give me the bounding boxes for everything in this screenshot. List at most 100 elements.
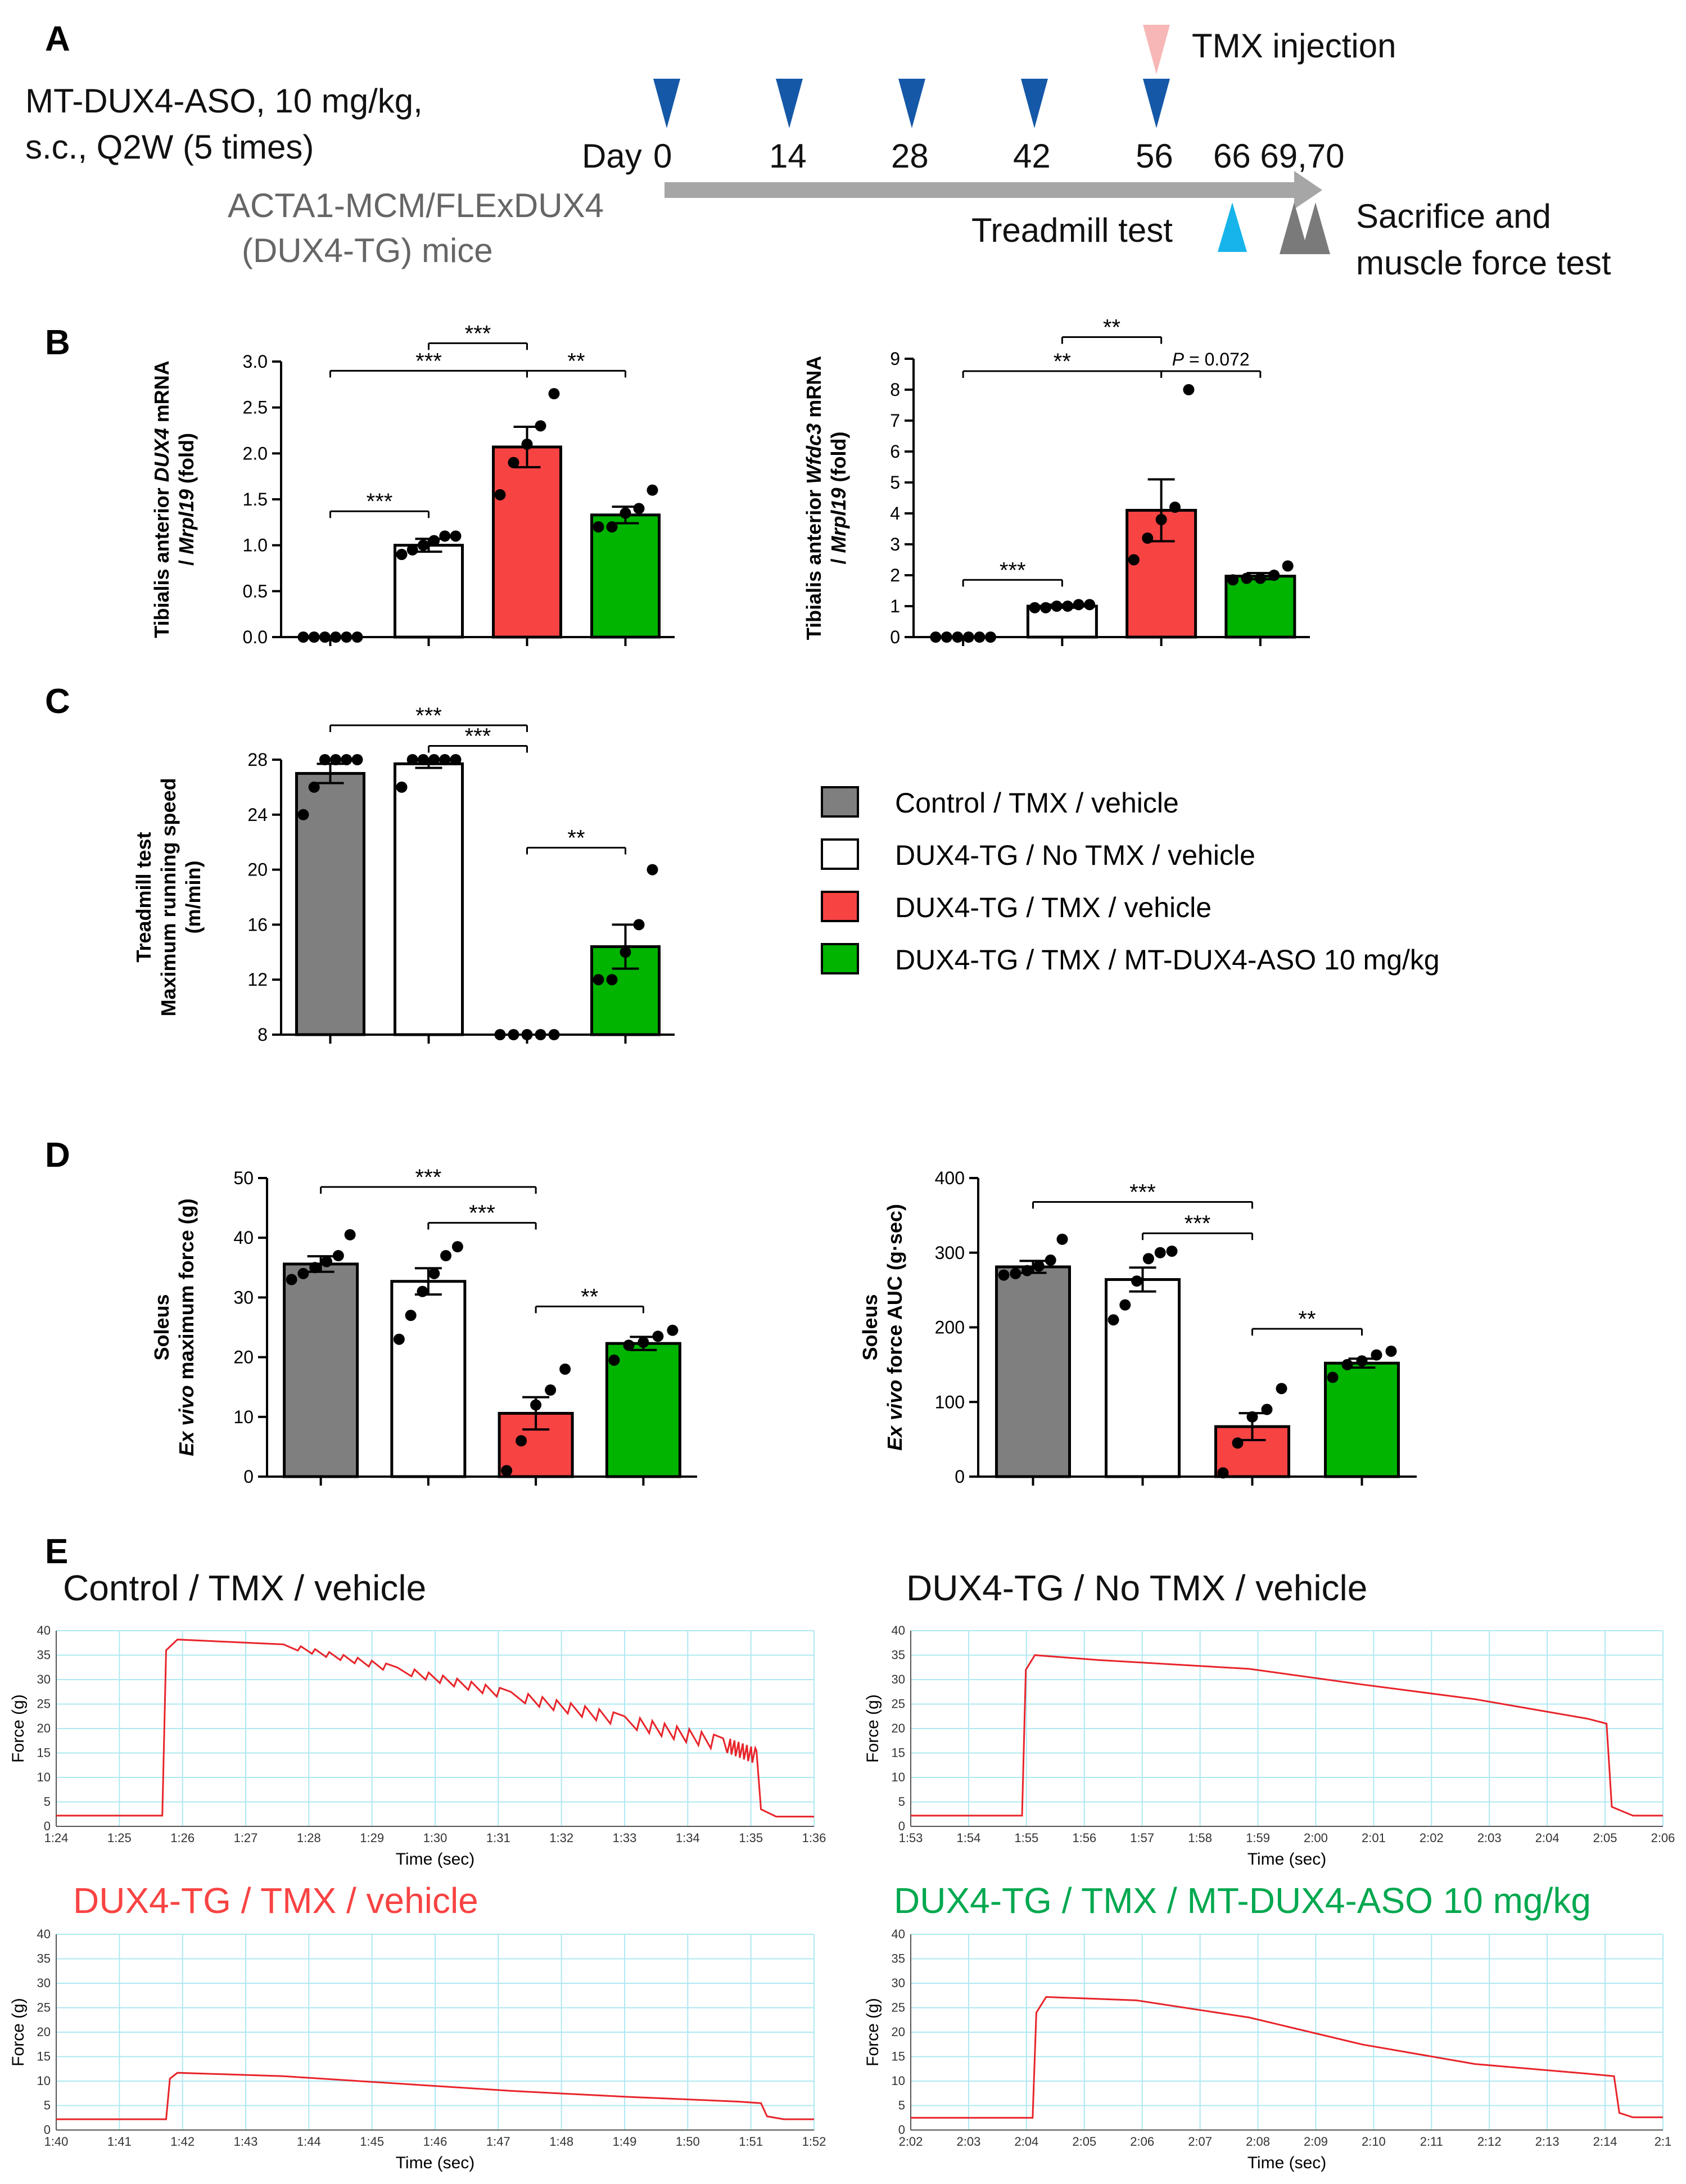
legend-swatch-no-tmx (821, 838, 859, 870)
bar-2 (1026, 604, 1098, 639)
y-tick-label: 20 (892, 2025, 905, 2039)
data-point (633, 503, 645, 515)
x-tick-label: 1:46 (423, 2135, 448, 2149)
tmx-label: TMX injection (1192, 27, 1396, 65)
data-point (606, 974, 618, 986)
data-point (297, 809, 309, 820)
y-tick-label: 35 (892, 1648, 905, 1662)
x-tick-label: 1:47 (486, 2135, 510, 2149)
panel-letter-e: E (45, 1532, 68, 1571)
data-point (608, 1354, 620, 1366)
x-tick-label: 2:10 (1362, 2135, 1386, 2149)
data-point (1108, 1314, 1119, 1326)
legend-label-aso: DUX4-TG / TMX / MT-DUX4-ASO 10 mg/kg (895, 944, 1440, 976)
legend: Control / TMX / vehicle DUX4-TG / No TMX… (821, 786, 1440, 976)
y-axis-title: Tibialis anterior DUX4 mRNA (150, 360, 173, 638)
trace-title: DUX4-TG / TMX / vehicle (73, 1880, 478, 1921)
trace-tmx: DUX4-TG / TMX / vehicle 0 5 10 15 20 25 30 35 40 1… (9, 1880, 826, 2172)
x-tick-label: 1:52 (802, 2135, 826, 2149)
x-tick-label: 1:54 (957, 1831, 981, 1845)
y-tick-label: 10 (37, 1770, 51, 1784)
data-point (535, 420, 546, 432)
timeline-arrowhead (1294, 171, 1322, 209)
days-66-69-70: 66 69,70 (1213, 137, 1345, 175)
data-point (623, 1339, 635, 1351)
data-point (440, 1250, 452, 1262)
y-tick-label: 25 (892, 1697, 905, 1711)
y-tick-label: 0 (898, 1819, 905, 1833)
data-point (308, 781, 320, 793)
x-tick-label: 2:01 (1362, 1831, 1386, 1845)
data-point (1268, 570, 1280, 581)
data-point (1183, 384, 1195, 395)
y-axis-title: Ex vivo force AUC (g·sec) (883, 1204, 906, 1451)
p-value: = 0.072 (1184, 349, 1250, 369)
x-tick-label: 1:58 (1188, 1831, 1212, 1845)
dose-arrow-day-42 (1021, 79, 1048, 128)
x-tick-label: 1:55 (1014, 1831, 1038, 1845)
legend-swatch-aso (821, 943, 859, 974)
data-point (952, 631, 964, 643)
force-trace (911, 1996, 1663, 2119)
data-point (494, 489, 506, 500)
y-tick-label: 28 (247, 750, 268, 770)
comparison-label: ** (567, 349, 585, 373)
data-point (501, 1465, 513, 1477)
y-title-segment: Maximum running speed (157, 778, 180, 1016)
y-tick-label: 1.0 (243, 535, 268, 556)
data-point (667, 1324, 679, 1336)
comparison-label: ** (567, 825, 585, 850)
data-point (319, 631, 331, 643)
comparison-label: *** (415, 349, 442, 373)
force-trace (911, 1654, 1663, 1817)
data-point (417, 1285, 428, 1297)
y-title-segment: (fold) (827, 431, 850, 488)
data-point (984, 631, 996, 643)
data-point (428, 754, 440, 765)
comparison-label: *** (1129, 1180, 1156, 1204)
data-point (1169, 502, 1181, 513)
y-tick-label: 15 (37, 1746, 51, 1760)
y-tick-label: 5 (44, 1795, 51, 1809)
data-point (396, 549, 408, 560)
x-tick-label: 2:05 (1072, 2135, 1096, 2149)
treadmill-arrow (1218, 202, 1247, 252)
x-tick-label: 1:40 (44, 2135, 69, 2149)
y-tick-label: 15 (37, 2050, 51, 2064)
data-point (308, 631, 320, 643)
x-tick-label: 1:29 (360, 1831, 384, 1845)
y-tick-label: 3.0 (243, 351, 268, 372)
data-point (1371, 1349, 1382, 1361)
mouse-line-1: ACTA1-MCM/FLExDUX4 (228, 187, 604, 224)
chart-b-dux4-mrna: 0.00.51.01.52.02.53.0***********Tibialis… (150, 321, 675, 647)
y-tick-label: 0 (955, 1466, 965, 1487)
y-tick-label: 20 (233, 1347, 254, 1368)
data-point (405, 1310, 417, 1321)
x-tick-label: 1:28 (297, 1831, 321, 1845)
y-title-segment: force AUC (g·sec) (883, 1204, 906, 1380)
y-title-segment: mRNA (802, 356, 825, 423)
trace-no-tmx: DUX4-TG / No TMX / vehicle 0 5 10 15 20 25 30 35… (864, 1568, 1675, 1869)
dose-arrow-day-56 (1143, 79, 1170, 128)
data-point (1227, 574, 1239, 586)
data-point (396, 781, 408, 793)
x-tick-label: 1:41 (107, 2135, 132, 2149)
y-tick-label: 9 (890, 349, 900, 369)
sacrifice-arrow-1 (1280, 202, 1309, 254)
y-tick-label: 10 (892, 2074, 905, 2088)
x-tick-label: 2:07 (1188, 2135, 1212, 2149)
data-point (559, 1363, 571, 1375)
y-tick-label: 40 (892, 1623, 905, 1637)
mouse-line-2: (DUX4-TG) mice (242, 232, 493, 269)
data-point (1166, 1246, 1178, 1257)
y-tick-label: 25 (892, 2001, 905, 2015)
data-point (1073, 599, 1084, 611)
x-axis-title: Time (sec) (396, 1850, 475, 1869)
data-point (351, 754, 363, 765)
y-tick-label: 10 (892, 1770, 905, 1784)
treatment-line-2: s.c., Q2W (5 times) (25, 128, 314, 166)
legend-swatch-tmx (821, 891, 859, 922)
y-tick-label: 0 (890, 627, 900, 647)
y-tick-label: 24 (247, 805, 268, 825)
